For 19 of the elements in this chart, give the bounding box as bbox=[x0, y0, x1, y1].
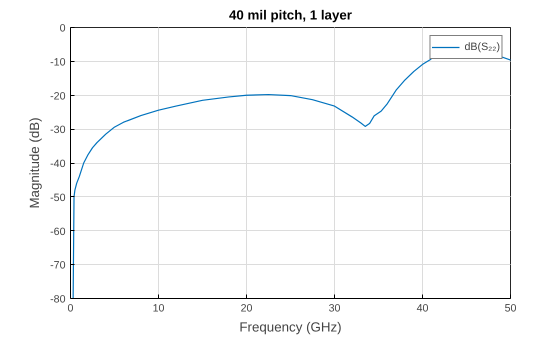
x-tick-label: 10 bbox=[152, 302, 164, 314]
legend-label: dB(S₂₂) bbox=[464, 41, 500, 53]
x-tick-label: 0 bbox=[68, 302, 74, 314]
y-tick-label: -60 bbox=[50, 226, 66, 238]
y-tick-label: 0 bbox=[60, 22, 66, 34]
y-tick-label: -50 bbox=[50, 192, 66, 204]
x-tick-label: 40 bbox=[416, 302, 428, 314]
x-tick-label: 50 bbox=[504, 302, 516, 314]
x-axis-title: Frequency (GHz) bbox=[239, 320, 342, 334]
y-tick-label: -30 bbox=[50, 124, 66, 136]
x-tick-label: 20 bbox=[240, 302, 252, 314]
y-tick-label: -20 bbox=[50, 90, 66, 102]
x-tick-label: 30 bbox=[328, 302, 340, 314]
y-tick-label: -10 bbox=[50, 56, 66, 68]
y-tick-label: -40 bbox=[50, 158, 66, 170]
y-tick-label: -80 bbox=[50, 294, 66, 306]
y-tick-label: -70 bbox=[50, 260, 66, 272]
chart-title: 40 mil pitch, 1 layer bbox=[229, 8, 352, 22]
y-axis-title: Magnitude (dB) bbox=[27, 117, 42, 209]
